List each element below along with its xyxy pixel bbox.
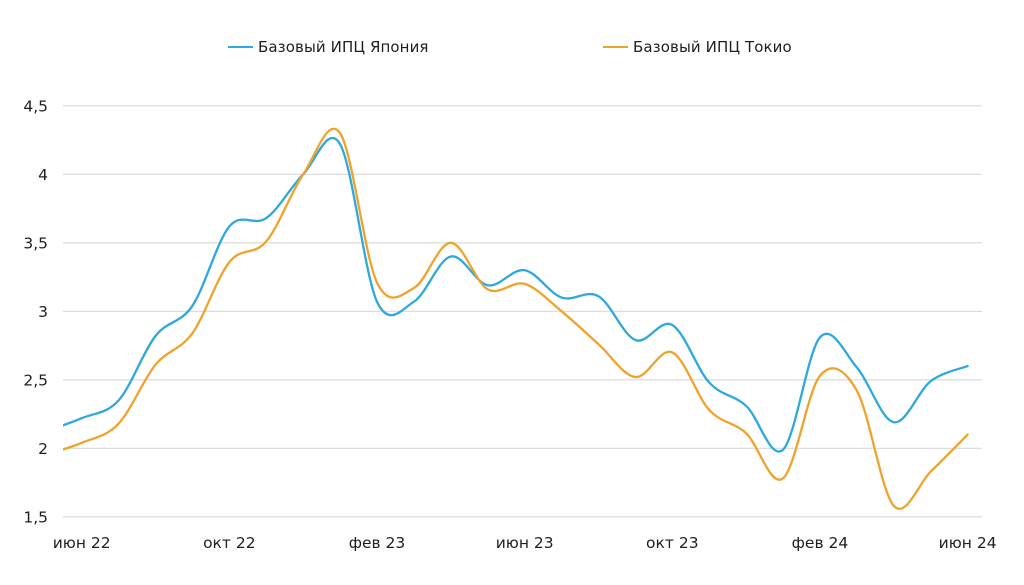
x-tick-label: июн 23	[496, 534, 554, 552]
gridlines	[63, 105, 982, 518]
legend-label-japan: Базовый ИПЦ Япония	[258, 38, 429, 56]
legend: Базовый ИПЦ Япония Базовый ИПЦ Токио	[0, 0, 1024, 70]
y-axis-labels: 4,5 4 3,5 3 2,5 2 1,5	[23, 97, 48, 526]
x-tick-label: окт 22	[203, 534, 256, 552]
x-tick-label: июн 22	[53, 534, 111, 552]
y-tick-label: 2	[38, 440, 48, 458]
legend-item-japan: Базовый ИПЦ Япония	[228, 38, 429, 56]
x-tick-label: фев 24	[792, 534, 849, 552]
series-lines	[63, 127, 969, 510]
y-tick-label: 4	[38, 166, 48, 184]
y-tick-label: 2,5	[23, 371, 48, 389]
legend-line-japan-icon	[228, 46, 253, 48]
legend-label-tokyo: Базовый ИПЦ Токио	[633, 38, 792, 56]
y-tick-label: 3	[38, 303, 48, 321]
y-tick-label: 4,5	[23, 97, 48, 115]
legend-item-tokyo: Базовый ИПЦ Токио	[603, 38, 792, 56]
y-tick-label: 1,5	[23, 508, 48, 526]
y-tick-label: 3,5	[23, 234, 48, 252]
series-line	[63, 127, 969, 510]
x-tick-label: окт 23	[646, 534, 699, 552]
x-tick-label: фев 23	[349, 534, 406, 552]
series-line	[63, 136, 969, 453]
legend-line-tokyo-icon	[603, 46, 628, 48]
x-axis-labels: июн 22 окт 22 фев 23 июн 23 окт 23 фев 24 июн …	[53, 534, 997, 552]
x-tick-label: июн 24	[939, 534, 997, 552]
